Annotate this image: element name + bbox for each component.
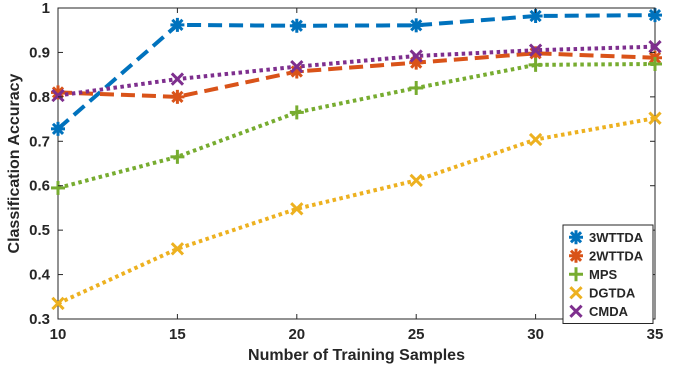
legend-item: 3WTTDA <box>569 230 644 245</box>
legend-label: MPS <box>589 267 618 282</box>
data-point-marker <box>51 180 65 195</box>
data-point-marker <box>648 111 662 125</box>
legend-label: 2WTTDA <box>589 248 644 263</box>
series-cmda <box>51 39 662 103</box>
axes-box <box>57 7 656 320</box>
data-point-marker <box>409 173 423 188</box>
x-tick-label: 30 <box>527 326 544 343</box>
data-point-marker <box>569 304 583 318</box>
y-tick-label: 0.6 <box>29 178 50 195</box>
data-point-marker <box>528 43 543 57</box>
y-tick-label: 0.3 <box>29 311 50 328</box>
x-tick-label: 25 <box>408 326 425 343</box>
x-tick-label: 20 <box>288 326 305 343</box>
data-point-marker <box>648 56 662 71</box>
y-tick-label: 0.5 <box>29 222 50 239</box>
data-point-marker <box>170 17 185 32</box>
legend-label: 3WTTDA <box>589 230 644 245</box>
series-layer <box>51 8 662 311</box>
x-axis-title: Number of Training Samples <box>248 347 465 364</box>
data-point-marker <box>409 80 424 95</box>
x-axis: 10 15 20 25 30 35 <box>50 8 664 343</box>
data-point-marker <box>170 242 185 256</box>
data-point-marker <box>51 296 65 311</box>
data-point-marker <box>290 202 304 216</box>
legend: 3WTTDA 2WTTDA MPS DGTDA CMDA <box>562 224 654 324</box>
legend-label: DGTDA <box>589 285 636 300</box>
data-point-marker <box>51 121 65 136</box>
data-point-marker <box>569 248 583 263</box>
plot-area <box>51 7 662 320</box>
series-3wttda <box>51 8 662 136</box>
legend-item: 2WTTDA <box>569 248 644 263</box>
data-point-marker <box>170 89 185 104</box>
y-axis-title: Classification Accuracy <box>6 73 23 253</box>
y-tick-label: 0.4 <box>29 267 51 284</box>
data-point-marker <box>51 88 65 103</box>
legend-item: CMDA <box>569 304 629 319</box>
series-line <box>56 13 656 131</box>
legend-label: CMDA <box>589 304 629 319</box>
x-tick-label: 10 <box>50 326 67 343</box>
data-point-marker <box>528 57 543 72</box>
data-point-marker <box>409 49 423 63</box>
series-line <box>57 44 656 98</box>
data-point-marker <box>569 267 583 282</box>
series-line <box>57 61 656 190</box>
series-line <box>57 116 656 306</box>
legend-item: MPS <box>569 267 618 282</box>
data-point-marker <box>289 105 304 120</box>
data-point-marker <box>290 59 304 74</box>
x-tick-label: 15 <box>169 326 186 343</box>
series-dgtda <box>51 111 662 311</box>
legend-item: DGTDA <box>569 285 636 300</box>
series-line <box>57 51 656 99</box>
y-tick-label: 0.9 <box>29 44 50 61</box>
data-point-marker <box>569 286 583 300</box>
data-point-marker <box>170 149 185 164</box>
y-tick-label: 0.8 <box>29 89 50 106</box>
data-point-marker <box>409 18 424 33</box>
data-point-marker <box>528 132 543 147</box>
y-tick-label: 0.7 <box>29 133 50 150</box>
x-tick-label: 35 <box>647 326 664 343</box>
data-point-marker <box>289 18 304 33</box>
data-point-marker <box>569 230 583 245</box>
data-point-marker <box>648 39 662 54</box>
data-point-marker <box>170 72 185 86</box>
series-mps <box>51 56 662 195</box>
y-tick-label: 1 <box>42 0 50 17</box>
